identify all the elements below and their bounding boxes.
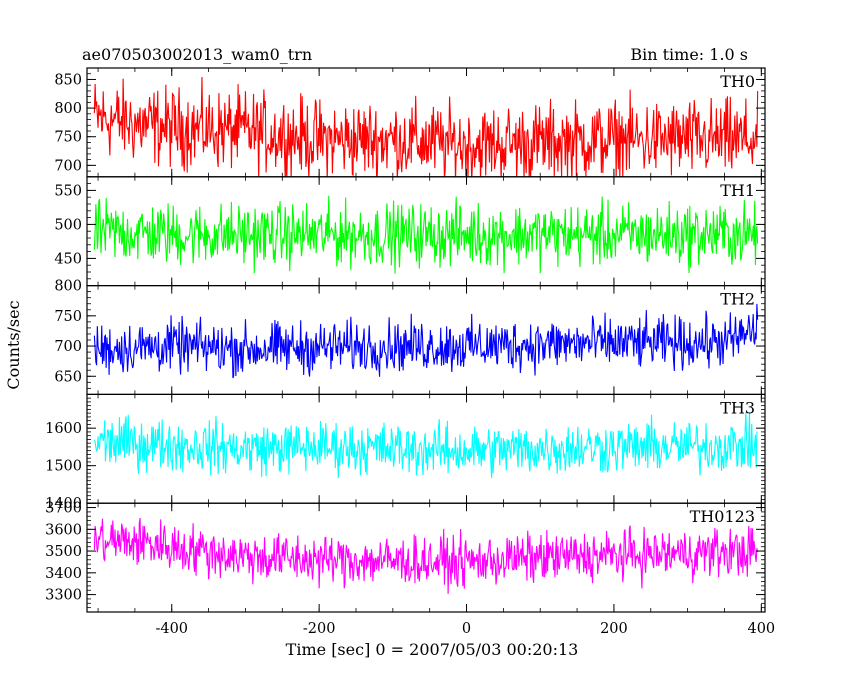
y-tick-label: 850 [54,72,82,88]
panel-label-th0: TH0 [720,72,755,91]
y-tick-label: 3300 [45,588,82,604]
x-axis-label: Time [sec] 0 = 2007/05/03 00:20:13 [286,640,579,659]
x-tick-label: 200 [600,621,628,637]
x-tick-label: 0 [462,621,471,637]
y-tick-label: 3400 [45,566,82,582]
chart-title: ae070503002013_wam0_trn [82,45,312,64]
y-tick-label: 700 [54,339,82,355]
y-tick-label: 1400 [45,496,82,512]
panel-label-th1: TH1 [720,181,755,200]
y-axis-label: Counts/sec [4,300,23,389]
y-tick-label: 750 [54,130,82,146]
series-line-th1 [93,195,759,274]
y-tick-label: 700 [54,158,82,174]
x-tick-label: -200 [303,621,336,637]
series-line-th0123 [93,517,759,594]
y-tick-label: 800 [54,279,82,295]
y-tick-label: 450 [54,251,82,267]
y-tick-label: 800 [54,101,82,117]
series-line-th0 [93,76,759,177]
panel-label-th3: TH3 [720,398,755,417]
y-tick-label: 3700 [45,501,82,517]
y-tick-label: 500 [54,217,82,233]
panel-label-th2: TH2 [720,290,755,309]
y-tick-label: 650 [54,369,82,385]
series-line-th2 [93,303,759,379]
panel-frame [86,502,766,613]
y-tick-label: 1600 [45,421,82,437]
y-tick-label: 1500 [45,459,82,475]
y-tick-label: 3600 [45,522,82,538]
y-tick-label: 750 [54,309,82,325]
x-tick-label: -400 [155,621,188,637]
panels-group: 700 750 800 850 TH0 450 500 550 TH1 650 700 750 800 T… [45,67,775,637]
chart-subtitle: Bin time: 1.0 s [630,45,748,64]
y-tick-label: 550 [54,183,82,199]
x-tick-label: 400 [747,621,775,637]
panel-label-th0123: TH0123 [690,507,755,526]
series-line-th3 [93,411,758,479]
y-tick-label: 3500 [45,544,82,560]
